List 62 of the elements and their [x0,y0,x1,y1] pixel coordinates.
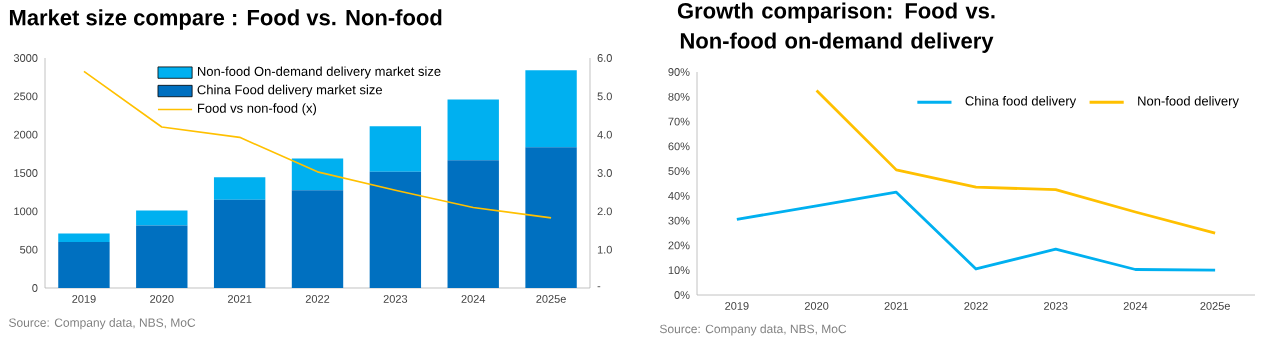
bar [525,70,577,148]
y-tick-label: 90% [668,68,690,76]
x-tick-label: 2021 [884,302,908,310]
x-tick-label: 2023 [383,295,408,303]
source-note: Source: Company data, NBS, MoC [659,324,847,336]
y-tick-label: 3000 [13,54,38,62]
y-tick-label: 2500 [14,92,38,101]
y-tick-label: 20% [668,241,690,250]
legend-label: Non-food delivery [1138,96,1239,109]
x-tick-label: 2022 [964,302,988,310]
bar [136,225,188,288]
bar [447,99,499,161]
y-tick-label: 1500 [14,169,38,177]
y2-tick-label: 3.0 [597,169,612,177]
bar [369,126,422,172]
legend-label: China food delivery [965,96,1077,109]
y2-tick-label: 2.0 [597,207,612,216]
y2-tick-label: 6.0 [597,54,612,62]
y-tick-label: 80% [668,92,690,101]
y-tick-label: 70% [668,117,690,126]
chart-title: Growth comparison: Food vs. Non-food on-demand delivery [677,2,995,53]
legend-label: Food vs non-food (x) [197,103,317,116]
y2-tick-label: - [597,286,601,288]
x-tick-label: 2022 [305,295,330,303]
y2-tick-label: 4.0 [597,130,612,139]
bar [369,171,422,288]
y2-tick-label: 1.0 [597,245,612,254]
chart-title: Market size compare : Food vs. Non-food [9,9,442,30]
x-tick-label: 2024 [1123,302,1148,310]
x-tick-label: 2019 [725,302,749,310]
x-tick-label: 2023 [1044,302,1068,310]
y-tick-label: 1000 [14,207,38,216]
x-tick-label: 2020 [804,302,829,310]
bar [525,147,577,288]
legend-label: Non-food On-demand delivery market size [197,66,441,79]
line-series [735,190,1217,272]
y-tick-label: 50% [668,167,690,175]
x-tick-label: 2025e [536,295,566,303]
bar [58,233,110,242]
y-tick-label: 40% [668,191,690,200]
bar [136,210,188,226]
x-tick-label: 2025e [1200,302,1230,310]
y-tick-label: 10% [668,266,690,275]
legend-label: China Food delivery market size [197,84,382,97]
bar [58,242,110,288]
x-tick-label: 2024 [461,295,486,303]
y-tick-label: 60% [668,142,690,151]
source-note: Source: Company data, NBS, MoC [9,318,196,330]
bar [213,199,266,288]
x-tick-label: 2021 [227,295,252,303]
bar [291,190,344,288]
x-tick-label: 2020 [150,295,174,303]
y-tick-label: 2000 [14,130,38,139]
y-tick-label: 0% [674,291,690,299]
bar [447,160,499,288]
y-tick-label: 30% [668,216,690,225]
y-tick-label: 0 [32,284,38,292]
y2-tick-label: 5.0 [597,92,612,101]
bar [213,177,266,200]
y-tick-label: 500 [20,245,38,254]
bar [291,158,344,191]
x-tick-label: 2019 [72,295,96,303]
